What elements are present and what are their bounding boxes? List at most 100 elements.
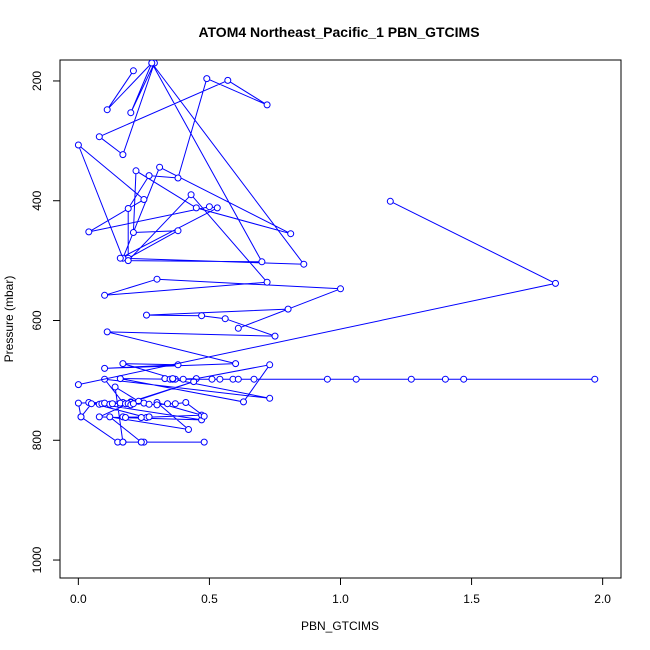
y-axis: 200 400 600 800 1000 xyxy=(30,71,60,573)
chart-title: ATOM4 Northeast_Pacific_1 PBN_GTCIMS xyxy=(198,24,479,40)
x-tick-label: 0.0 xyxy=(70,592,87,606)
data-point xyxy=(137,438,145,446)
data-point xyxy=(145,413,153,421)
data-point xyxy=(221,315,229,323)
data-point xyxy=(198,312,206,320)
data-point xyxy=(77,413,85,421)
data-point xyxy=(101,291,109,299)
data-point xyxy=(552,279,559,287)
data-point xyxy=(441,375,449,383)
x-tick-label: 1.5 xyxy=(463,592,480,606)
data-point xyxy=(200,438,208,446)
data-point xyxy=(103,328,111,336)
y-tick-label: 800 xyxy=(30,430,44,450)
data-point xyxy=(169,375,177,383)
data-point xyxy=(103,106,111,114)
series-4 xyxy=(77,399,208,421)
data-point xyxy=(148,60,156,67)
data-point xyxy=(143,311,150,319)
data-point xyxy=(108,400,116,408)
data-point xyxy=(111,383,119,391)
data-point xyxy=(95,133,103,141)
x-tick-label: 2.0 xyxy=(594,592,611,606)
x-tick-label: 1.0 xyxy=(332,592,349,606)
data-point xyxy=(263,101,271,109)
data-point xyxy=(119,360,127,368)
data-point xyxy=(137,414,145,421)
data-point xyxy=(266,361,274,369)
series-2 xyxy=(74,197,559,389)
data-point xyxy=(234,375,242,383)
data-point xyxy=(124,205,132,212)
data-point xyxy=(407,375,415,383)
data-point xyxy=(179,375,187,383)
data-point xyxy=(208,375,216,383)
data-point xyxy=(591,375,599,383)
data-point xyxy=(213,204,221,212)
data-point xyxy=(185,426,192,433)
data-point xyxy=(263,278,271,286)
data-point xyxy=(88,400,95,408)
data-point xyxy=(119,438,127,446)
data-point xyxy=(386,197,394,205)
data-point xyxy=(352,375,360,383)
data-point xyxy=(74,399,82,407)
series-layer xyxy=(74,60,599,446)
y-tick-label: 600 xyxy=(30,310,44,330)
data-point xyxy=(234,324,242,332)
data-point xyxy=(129,67,137,75)
y-tick-label: 1000 xyxy=(30,546,44,573)
data-point xyxy=(119,151,127,159)
data-point xyxy=(240,398,247,406)
data-point xyxy=(174,227,182,235)
data-point xyxy=(122,414,129,421)
data-point xyxy=(323,375,331,383)
data-point xyxy=(153,275,161,283)
data-point xyxy=(284,305,292,313)
series-1 xyxy=(74,60,344,446)
data-point xyxy=(182,399,190,406)
data-point xyxy=(116,254,124,262)
y-tick-label: 400 xyxy=(30,190,44,210)
data-point xyxy=(101,364,109,372)
data-point xyxy=(95,413,103,421)
data-point xyxy=(106,413,114,421)
data-point xyxy=(216,375,224,383)
x-axis-label: PBN_GTCIMS xyxy=(301,619,379,633)
data-point xyxy=(156,163,164,171)
data-point xyxy=(337,285,344,293)
data-point xyxy=(232,360,240,368)
data-point xyxy=(127,109,135,117)
data-point xyxy=(129,229,137,236)
x-tick-label: 0.5 xyxy=(201,592,218,606)
data-point xyxy=(200,412,208,420)
y-axis-label: Pressure (mbar) xyxy=(2,276,16,363)
data-point xyxy=(190,378,198,386)
data-point xyxy=(132,167,140,175)
data-point xyxy=(205,203,213,211)
data-point xyxy=(300,260,308,268)
data-point xyxy=(187,191,195,199)
data-point xyxy=(174,174,182,182)
data-point xyxy=(192,204,200,212)
data-point xyxy=(266,394,274,402)
x-axis: 0.0 0.5 1.0 1.5 2.0 xyxy=(70,578,611,606)
data-point xyxy=(145,172,153,180)
data-point xyxy=(129,400,137,408)
data-point xyxy=(164,400,171,408)
data-point xyxy=(85,228,93,236)
series-3 xyxy=(169,375,599,383)
data-point xyxy=(153,401,161,409)
series-line xyxy=(78,200,558,386)
series-line xyxy=(77,62,341,443)
data-point xyxy=(271,332,279,340)
data-point xyxy=(140,196,148,203)
plot-frame xyxy=(59,59,622,579)
data-point xyxy=(145,400,153,408)
data-point xyxy=(460,375,468,383)
data-point xyxy=(287,230,295,238)
data-point xyxy=(74,141,82,149)
y-tick-label: 200 xyxy=(30,71,44,91)
data-point xyxy=(224,76,232,84)
